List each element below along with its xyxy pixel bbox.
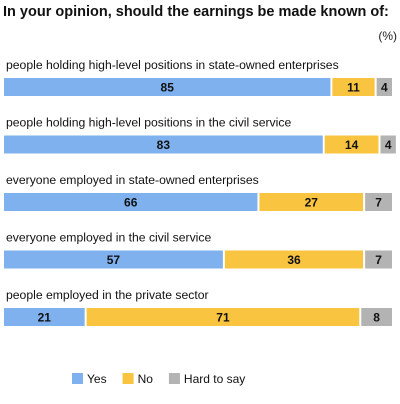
legend-swatch	[168, 373, 180, 384]
legend: Yes No Hard to say	[72, 372, 245, 386]
data-label: 66	[124, 195, 138, 209]
legend-swatch	[122, 373, 134, 384]
data-label: 7	[375, 195, 382, 209]
data-label: 21	[38, 310, 52, 324]
bar-segment	[259, 193, 364, 211]
bar-segment	[376, 78, 392, 96]
category-label: people employed in the private sector	[6, 288, 209, 302]
data-label: 11	[347, 80, 360, 94]
legend-label: No	[138, 372, 154, 386]
category-label: everyone employed in the civil service	[6, 231, 211, 245]
bar-segment	[380, 135, 396, 154]
bar-segment	[4, 135, 323, 154]
legend-swatch	[72, 373, 83, 384]
data-label: 4	[381, 80, 388, 94]
plot-area: people holding high-level positions in s…	[4, 58, 396, 326]
bar-segment	[4, 193, 258, 211]
data-label: 57	[107, 253, 121, 267]
bar-segment	[224, 250, 364, 269]
data-label: 7	[375, 253, 382, 267]
bar-segment	[365, 250, 392, 269]
bar-segment	[324, 135, 379, 154]
bar-segment	[361, 308, 392, 326]
data-label: 14	[345, 138, 359, 152]
bar-segment	[365, 193, 392, 211]
data-label: 4	[385, 138, 392, 152]
bar-segment	[86, 308, 360, 326]
data-label: 83	[157, 138, 171, 152]
bar-segment	[4, 78, 331, 96]
data-label: 85	[161, 80, 175, 94]
data-label: 36	[287, 253, 301, 267]
legend-label: Yes	[87, 372, 107, 386]
data-label: 71	[216, 310, 230, 324]
data-label: 27	[305, 195, 319, 209]
bar-segment	[4, 250, 223, 269]
category-label: people holding high-level positions in s…	[6, 58, 339, 72]
legend-label: Hard to say	[184, 372, 245, 386]
category-label: everyone employed in state-owned enterpr…	[6, 173, 259, 187]
bar-segment	[332, 78, 375, 96]
unit-label: (%)	[378, 29, 397, 43]
category-label: people holding high-level positions in t…	[6, 116, 291, 130]
data-label: 8	[373, 310, 380, 324]
bar-segment	[4, 308, 85, 326]
chart-title: In your opinion, should the earnings be …	[3, 4, 389, 20]
